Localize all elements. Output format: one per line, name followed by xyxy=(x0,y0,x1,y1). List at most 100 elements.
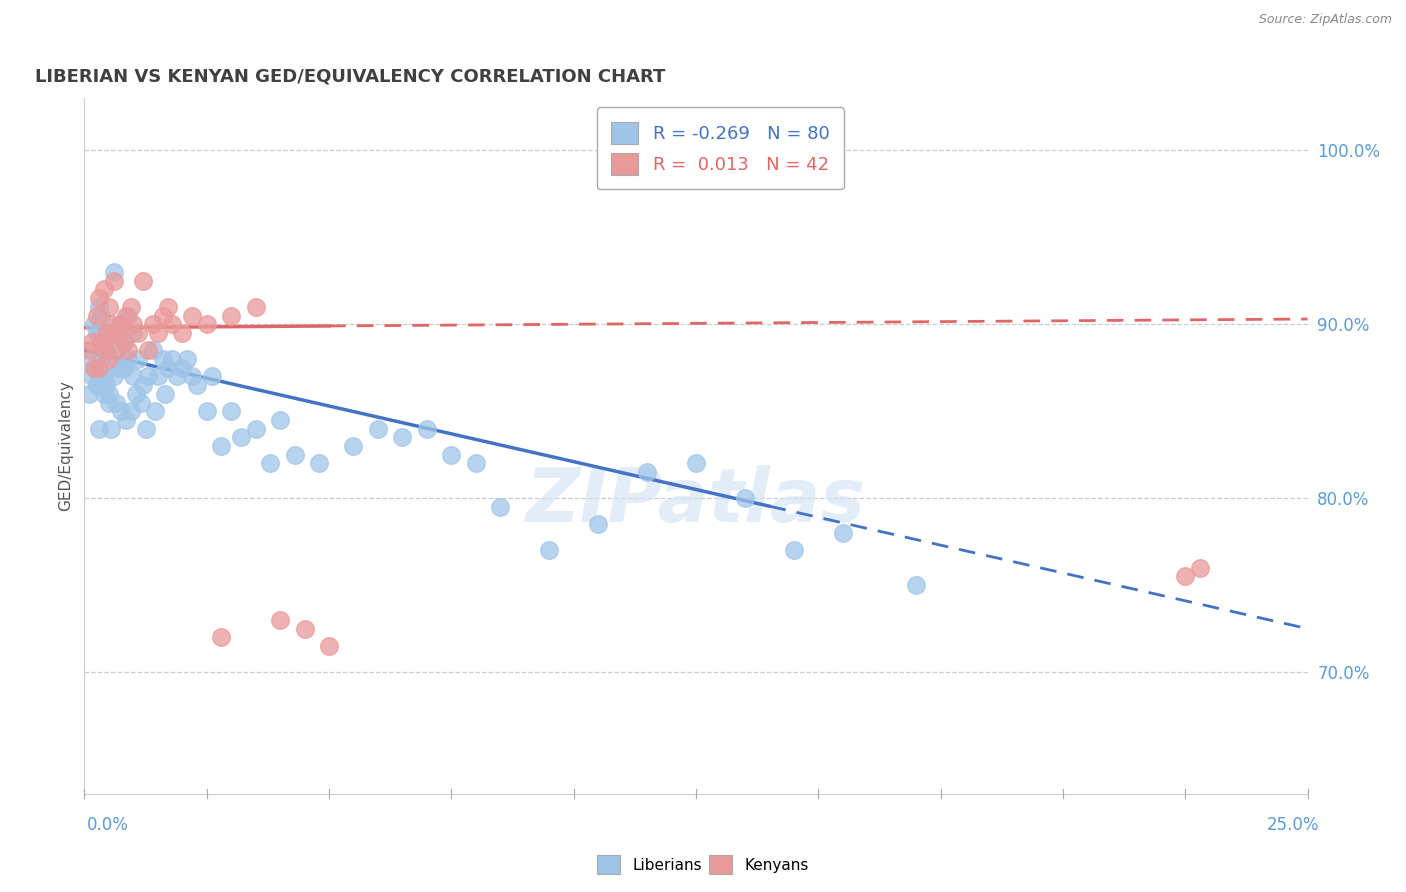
Point xyxy=(143,404,166,418)
Point xyxy=(172,360,194,375)
Point xyxy=(90,334,112,349)
Legend: R = -0.269   N = 80, R =  0.013   N = 42: R = -0.269 N = 80, R = 0.013 N = 42 xyxy=(598,107,844,189)
Point xyxy=(127,326,149,340)
Point xyxy=(269,413,291,427)
Point xyxy=(87,421,110,435)
Point xyxy=(586,517,609,532)
Point xyxy=(90,351,112,366)
Y-axis label: GED/Equivalency: GED/Equivalency xyxy=(58,381,73,511)
Point xyxy=(229,430,252,444)
Point xyxy=(86,309,108,323)
Point xyxy=(734,491,756,505)
Point xyxy=(93,282,115,296)
Point xyxy=(96,326,118,340)
Point xyxy=(464,456,486,470)
Point xyxy=(103,369,125,384)
Point xyxy=(195,317,218,331)
Point xyxy=(110,317,132,331)
Point xyxy=(200,369,222,384)
Point xyxy=(156,360,179,375)
Point xyxy=(186,378,208,392)
Legend: Liberians, Kenyans: Liberians, Kenyans xyxy=(591,849,815,880)
Point xyxy=(181,369,204,384)
Point xyxy=(120,300,142,314)
Point xyxy=(219,404,242,418)
Point xyxy=(122,326,145,340)
Point xyxy=(146,326,169,340)
Point xyxy=(195,404,218,418)
Text: 25.0%: 25.0% xyxy=(1267,816,1319,834)
Point xyxy=(115,309,138,323)
Point xyxy=(538,543,561,558)
Point xyxy=(103,265,125,279)
Point xyxy=(342,439,364,453)
Point xyxy=(107,326,129,340)
Text: 0.0%: 0.0% xyxy=(87,816,129,834)
Point xyxy=(245,300,267,314)
Point xyxy=(136,369,159,384)
Point xyxy=(80,369,103,384)
Point xyxy=(135,421,157,435)
Point xyxy=(685,456,707,470)
Point xyxy=(97,386,120,401)
Point xyxy=(440,448,463,462)
Point xyxy=(783,543,806,558)
Point xyxy=(112,360,135,375)
Point xyxy=(269,613,291,627)
Point xyxy=(100,317,122,331)
Point xyxy=(97,326,120,340)
Point xyxy=(489,500,512,514)
Point xyxy=(308,456,330,470)
Point xyxy=(105,395,128,409)
Point xyxy=(86,378,108,392)
Point xyxy=(152,351,174,366)
Point xyxy=(209,630,232,644)
Point xyxy=(115,413,138,427)
Point xyxy=(83,360,105,375)
Point xyxy=(112,334,135,349)
Point xyxy=(107,317,129,331)
Point xyxy=(87,300,110,314)
Point xyxy=(391,430,413,444)
Point xyxy=(1188,560,1211,574)
Point xyxy=(112,334,135,349)
Point xyxy=(153,386,176,401)
Point xyxy=(77,386,100,401)
Point xyxy=(83,317,105,331)
Point xyxy=(103,326,125,340)
Point xyxy=(117,309,139,323)
Point xyxy=(86,378,108,392)
Text: Source: ZipAtlas.com: Source: ZipAtlas.com xyxy=(1258,13,1392,27)
Point xyxy=(166,369,188,384)
Point xyxy=(367,421,389,435)
Point xyxy=(83,360,105,375)
Point xyxy=(162,351,184,366)
Point xyxy=(96,343,118,358)
Point xyxy=(181,309,204,323)
Point xyxy=(127,351,149,366)
Point xyxy=(636,465,658,479)
Point xyxy=(77,343,100,358)
Point xyxy=(80,334,103,349)
Point xyxy=(294,622,316,636)
Point xyxy=(129,395,152,409)
Point xyxy=(87,369,110,384)
Point xyxy=(96,378,118,392)
Point xyxy=(905,578,928,592)
Point xyxy=(162,317,184,331)
Point xyxy=(93,343,115,358)
Point xyxy=(100,421,122,435)
Point xyxy=(110,404,132,418)
Point xyxy=(105,343,128,358)
Point xyxy=(259,456,281,470)
Point xyxy=(176,351,198,366)
Point xyxy=(97,351,120,366)
Text: LIBERIAN VS KENYAN GED/EQUIVALENCY CORRELATION CHART: LIBERIAN VS KENYAN GED/EQUIVALENCY CORRE… xyxy=(35,68,666,86)
Point xyxy=(132,274,155,288)
Point xyxy=(284,448,307,462)
Point xyxy=(146,369,169,384)
Point xyxy=(125,386,148,401)
Point xyxy=(90,309,112,323)
Point xyxy=(120,404,142,418)
Point xyxy=(107,360,129,375)
